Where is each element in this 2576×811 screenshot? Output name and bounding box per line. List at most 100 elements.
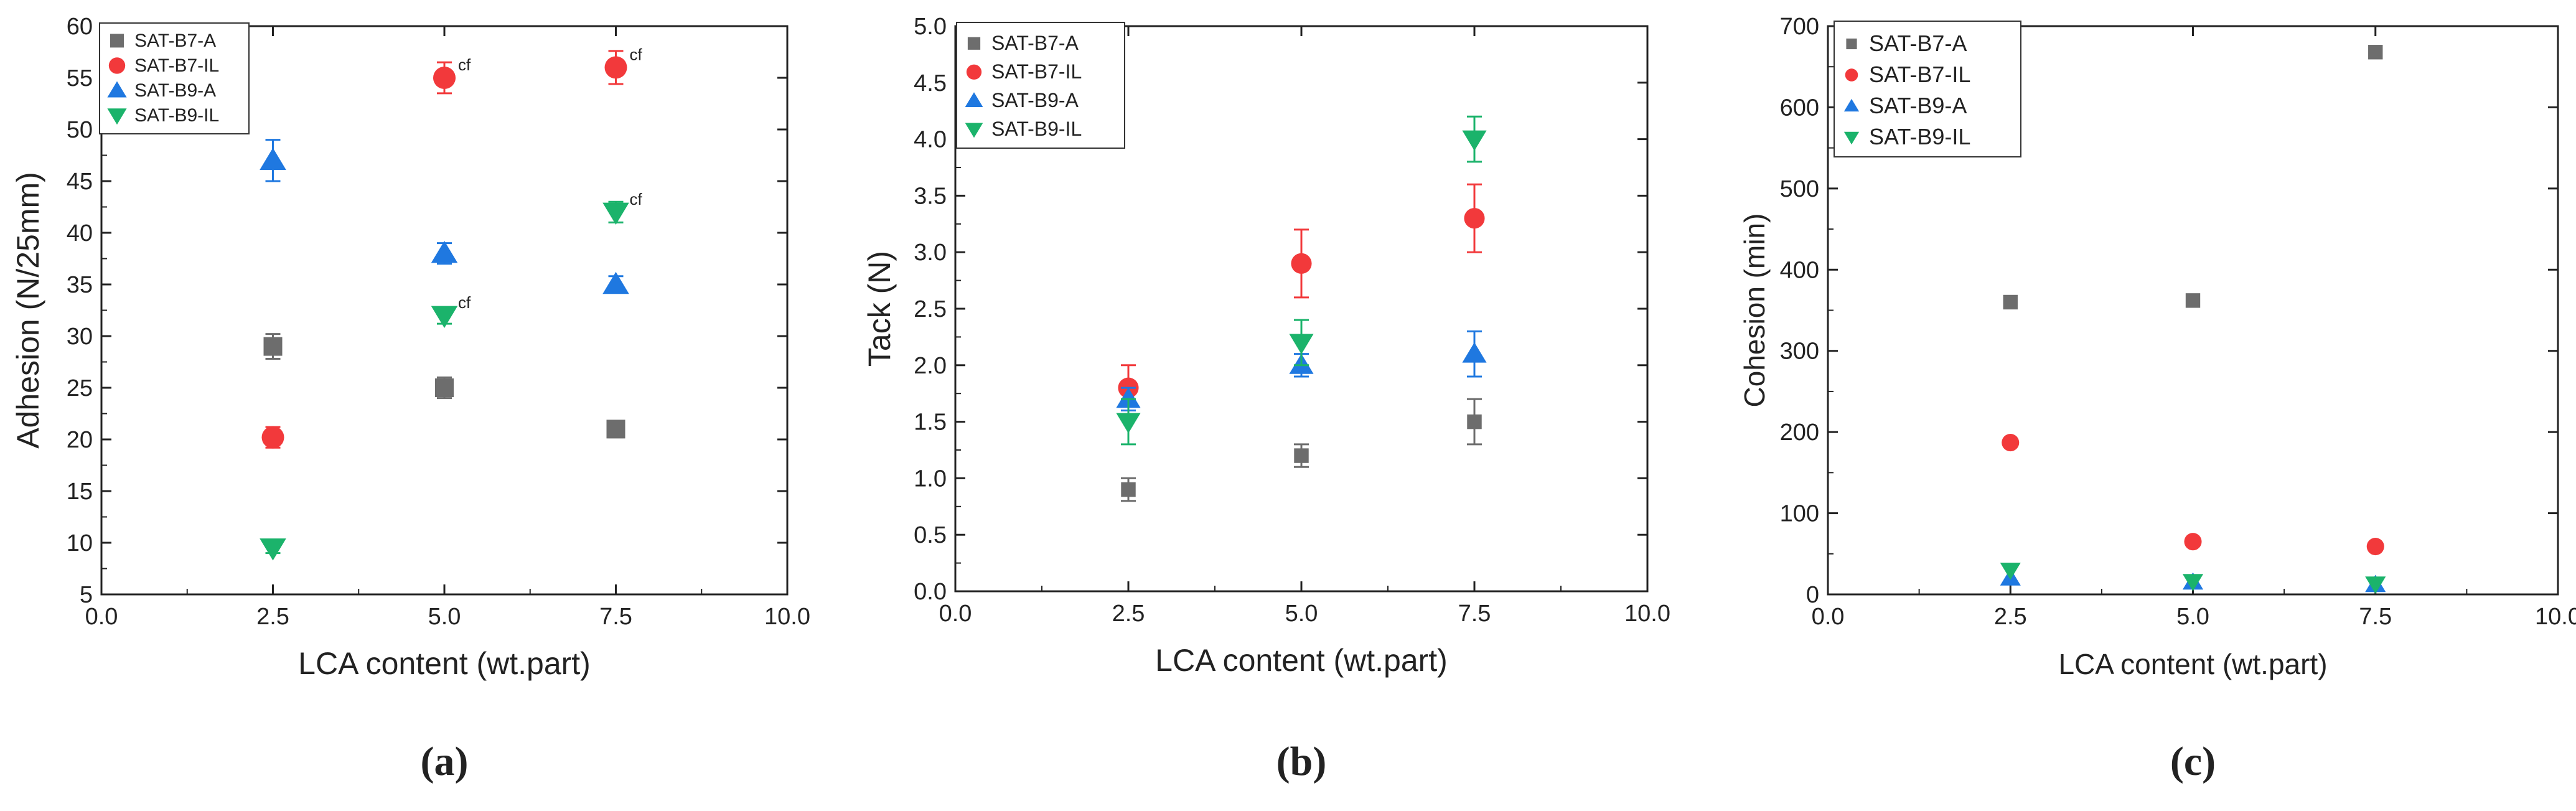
data-point — [1116, 387, 1141, 408]
legend-marker — [110, 34, 124, 48]
data-point — [1116, 413, 1141, 434]
data-point — [1462, 342, 1487, 363]
legend-box — [956, 22, 1125, 149]
legend-marker — [107, 81, 127, 98]
legend-label: SAT-B7-A — [134, 30, 216, 51]
data-point — [1467, 414, 1482, 429]
legend-label: SAT-B7-IL — [134, 55, 219, 76]
series-sat-b7-il — [1118, 183, 1485, 411]
x-tick-label: 7.5 — [599, 604, 632, 630]
data-point — [2185, 293, 2201, 308]
data-point — [433, 67, 456, 89]
data-point — [2002, 434, 2020, 452]
legend-box — [99, 22, 250, 134]
data-point — [1121, 482, 1136, 497]
legend-label: SAT-B7-IL — [1869, 62, 1970, 87]
data-point — [1289, 334, 1314, 355]
data-point — [260, 148, 286, 170]
x-tick-label: 5.0 — [1285, 601, 1318, 627]
y-tick-label: 0.0 — [914, 579, 947, 605]
y-tick-label: 5.0 — [914, 14, 947, 40]
y-tick-label: 60 — [67, 14, 93, 40]
legend-marker — [108, 57, 126, 74]
y-tick-label: 3.0 — [914, 240, 947, 266]
point-annotation: cf — [458, 293, 471, 312]
panel-caption: (b) — [1276, 739, 1327, 784]
legend-marker — [1843, 131, 1860, 145]
y-tick-label: 2.5 — [914, 296, 947, 322]
y-tick-label: 50 — [67, 117, 93, 143]
legend-marker — [107, 108, 127, 125]
y-tick-label: 0.5 — [914, 522, 947, 548]
data-point — [2184, 533, 2202, 551]
y-tick-label: 55 — [67, 65, 93, 91]
legend-marker — [965, 123, 983, 138]
y-tick-label: 500 — [1780, 176, 1819, 202]
series-sat-b7-il: cf cf — [261, 45, 643, 449]
data-point — [261, 426, 284, 449]
x-axis-label: LCA content (wt.part) — [2058, 648, 2327, 680]
legend: SAT-B7-A SAT-B7-IL SAT-B9-A SAT-B9-IL — [1834, 21, 2021, 157]
legend-label: SAT-B9-IL — [134, 105, 219, 126]
y-axis-label: Cohesion (min) — [1738, 213, 1771, 408]
y-tick-label: 0 — [1806, 582, 1819, 608]
legend-marker — [967, 37, 981, 50]
legend-label: SAT-B7-IL — [991, 60, 1082, 83]
x-tick-label: 7.5 — [2359, 604, 2392, 630]
y-tick-label: 35 — [67, 272, 93, 298]
point-annotation: cf — [630, 45, 643, 63]
y-tick-label: 4.5 — [914, 70, 947, 96]
data-point — [431, 306, 458, 329]
legend-marker — [965, 92, 983, 108]
legend-label: SAT-B7-A — [1869, 30, 1967, 56]
legend: SAT-B7-A SAT-B7-IL SAT-B9-A SAT-B9-IL — [956, 22, 1125, 149]
y-tick-label: 1.5 — [914, 410, 947, 436]
legend: SAT-B7-A SAT-B7-IL SAT-B9-A SAT-B9-IL — [99, 22, 250, 134]
data-point — [263, 337, 283, 356]
data-point — [431, 240, 458, 263]
y-tick-label: 300 — [1780, 339, 1819, 365]
y-tick-label: 400 — [1780, 257, 1819, 283]
cohesion-chart: 0.0 2.5 5.0 7.5 10.0 0 100 200 300 400 500 600 700 LC… — [1738, 14, 2576, 784]
y-axis-label: Adhesion (N/25mm) — [11, 172, 45, 449]
x-tick-label: 10.0 — [1624, 601, 1670, 627]
y-tick-label: 1.0 — [914, 466, 947, 492]
x-tick-label: 2.5 — [256, 604, 289, 630]
legend-label: SAT-B9-A — [1869, 93, 1967, 118]
data-point — [602, 271, 629, 294]
x-tick-label: 2.5 — [1112, 601, 1145, 627]
y-tick-label: 600 — [1780, 95, 1819, 121]
series-sat-b9-a — [260, 139, 629, 294]
y-tick-label: 15 — [67, 479, 93, 505]
data-point — [1291, 253, 1312, 274]
data-point — [435, 378, 454, 397]
data-point — [2182, 574, 2204, 591]
x-tick-label: 5.0 — [428, 604, 461, 630]
legend-marker — [966, 64, 982, 80]
data-point — [1294, 448, 1309, 463]
tack-chart: 0.0 2.5 5.0 7.5 10.0 0.0 0.5 1.0 1.5 2.0 2.5 3.0 3.5… — [862, 14, 1670, 784]
x-axis-label: LCA content (wt.part) — [1155, 643, 1448, 678]
series-sat-b7-a — [263, 333, 625, 439]
x-tick-label: 0.0 — [1812, 604, 1845, 630]
data-point — [2366, 538, 2384, 556]
series-sat-b7-il — [2002, 434, 2384, 556]
series-sat-b9-il — [2000, 563, 2386, 594]
series-sat-b9-il: cf cf — [260, 190, 643, 561]
legend-marker — [1843, 98, 1860, 112]
data-point — [2003, 294, 2018, 310]
data-point — [606, 420, 625, 439]
series-sat-b7-a — [2003, 45, 2383, 310]
x-tick-label: 0.0 — [85, 604, 118, 630]
data-point — [1464, 208, 1485, 229]
legend-label: SAT-B9-A — [134, 80, 216, 101]
data-point — [2368, 45, 2383, 60]
y-tick-label: 2.0 — [914, 353, 947, 379]
adhesion-chart: 0.0 2.5 5.0 7.5 10.0 5 10 15 20 25 30 35 40 45 50 55 60 L… — [11, 14, 810, 784]
y-tick-label: 20 — [67, 427, 93, 453]
y-axis-label: Tack (N) — [862, 251, 897, 367]
y-tick-label: 40 — [67, 220, 93, 246]
x-tick-label: 0.0 — [939, 601, 972, 627]
panel-caption: (a) — [421, 739, 469, 784]
